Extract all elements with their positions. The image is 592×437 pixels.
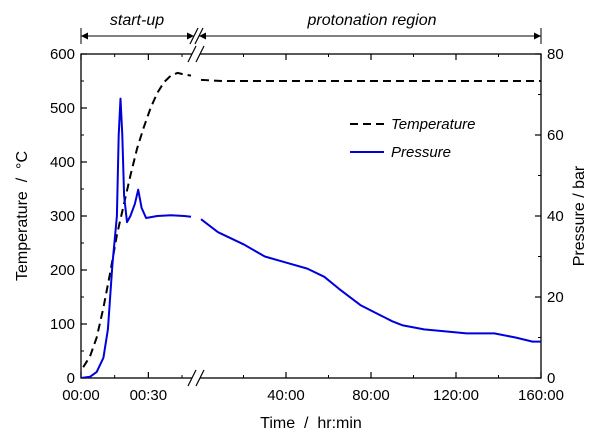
y-tick-label: 300 [50,208,75,225]
top-break-gap [192,50,200,58]
x-tick-label: 80:00 [352,387,390,404]
start-up-arrow-left-head [81,32,88,40]
x-tick-label: 40:00 [267,387,305,404]
y2-axis-title: Pressure / bar [571,165,588,266]
protonation-arrow-right-head [534,32,541,40]
y-tick-label: 100 [50,316,75,333]
legend-label-pressure: Pressure [391,144,451,161]
y-tick-label: 600 [50,46,75,63]
bottom-break-mark-1 [187,369,197,387]
region-header: start-up protonation region [80,12,542,45]
top-break-mark-2 [195,45,205,63]
plot-frame [80,53,542,379]
x-tick-label: 00:30 [130,387,168,404]
legend: Temperature Pressure [350,116,476,161]
x-tick-label: 120:00 [433,387,479,404]
series-temperature-line [82,71,192,368]
y-tick-label: 200 [50,262,75,279]
y2-tick-label: 80 [547,46,564,63]
x-axis-title: Time / hr:min [260,415,362,432]
y-tick-label: 400 [50,154,75,171]
series-pressure-line [200,218,541,343]
y2-tick-label: 0 [547,370,555,387]
series-temperature-line [200,78,541,82]
y-tick-label: 0 [67,370,75,387]
start-up-arrow-right-head [187,32,194,40]
region-label-protonation: protonation region [307,12,437,29]
x-tick-label: 00:00 [62,387,100,404]
bottom-break-gap [192,374,200,382]
protonation-arrow-left-head [199,32,206,40]
y2-tick-label: 40 [547,208,564,225]
y2-tick-label: 60 [547,127,564,144]
legend-label-temperature: Temperature [391,116,476,133]
right-y-axis: 0 20 40 60 80 [535,46,564,387]
region-label-start-up: start-up [110,12,164,29]
header-break-mark-2 [194,27,204,45]
series-pressure-line [81,97,192,378]
y2-tick-label: 20 [547,289,564,306]
top-break-mark-1 [187,45,197,63]
header-break-mark-1 [189,27,199,45]
y-axis-title: Temperature / °C [14,151,31,281]
x-axis: 00:00 00:30 40:00 80:00 120:00 160:00 [62,54,564,404]
bottom-break-mark-2 [195,369,205,387]
series-layer [81,71,541,378]
x-tick-label: 160:00 [518,387,564,404]
y-tick-label: 500 [50,100,75,117]
left-y-axis: 0 100 200 300 400 500 600 [50,46,87,387]
